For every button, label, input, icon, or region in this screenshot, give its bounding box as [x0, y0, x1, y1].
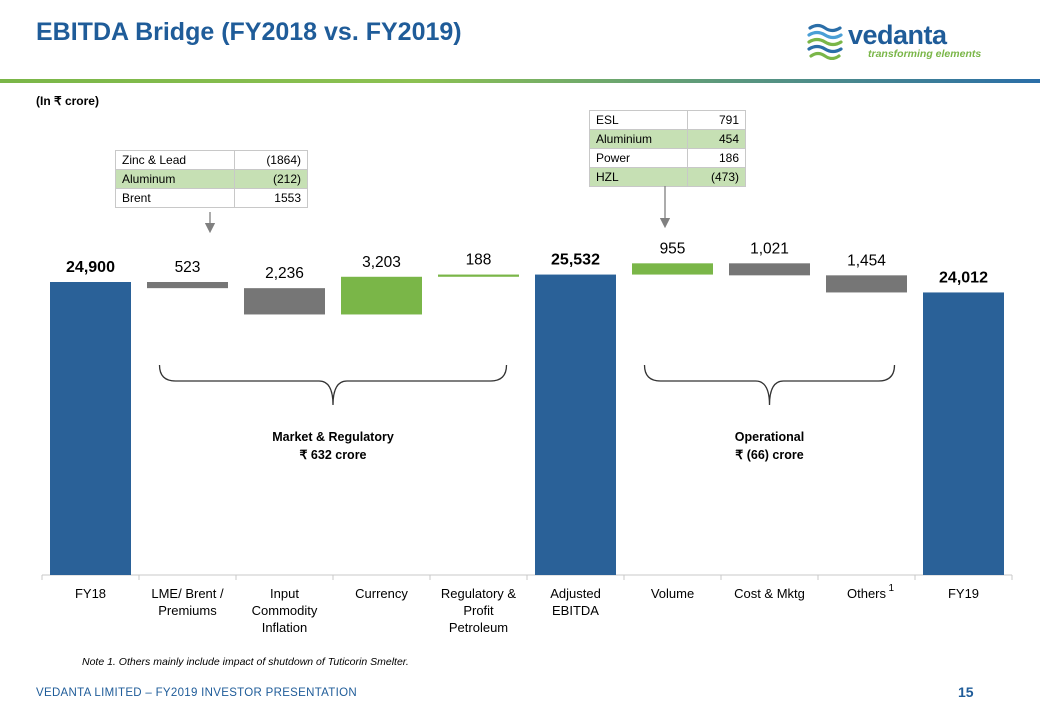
group-name: Market & Regulatory	[272, 430, 394, 444]
category-label: Currency	[355, 586, 408, 601]
category-label: FY19	[948, 586, 979, 601]
table-row: HZL (473)	[589, 167, 747, 187]
bar-value-label: 24,900	[66, 259, 115, 276]
table-row: Power 186	[589, 148, 747, 168]
category-label: EBITDA	[552, 603, 599, 618]
header-divider	[0, 79, 1040, 83]
bar-negative	[244, 288, 325, 315]
category-label: Volume	[651, 586, 694, 601]
table-row-label: Brent	[115, 188, 235, 208]
logo-wordmark: vedanta	[848, 20, 947, 50]
vedanta-logo: vedanta transforming elements	[806, 18, 986, 64]
group-brace	[643, 364, 896, 406]
bar-total	[50, 282, 131, 575]
market-breakdown-table: Zinc & Lead (1864) Aluminum (212) Brent 1553	[115, 150, 309, 208]
category-label: Commodity	[252, 603, 318, 618]
bar-negative	[147, 282, 228, 289]
bar-positive	[632, 263, 713, 275]
table-row-value: (473)	[686, 167, 747, 187]
group-name: Operational	[735, 430, 804, 444]
unit-label: (In ₹ crore)	[36, 94, 99, 108]
logo-tagline: transforming elements	[868, 48, 982, 60]
table-row-label: Aluminium	[589, 129, 688, 149]
footnote: Note 1. Others mainly include impact of …	[82, 656, 409, 668]
table-row-value: 791	[686, 110, 747, 130]
category-label: Premiums	[158, 603, 217, 618]
bar-value-label: 24,012	[939, 269, 988, 286]
category-label: Petroleum	[449, 620, 508, 635]
table-row: Brent 1553	[115, 188, 309, 208]
category-label: Others	[847, 586, 887, 601]
group-value: ₹ 632 crore	[299, 448, 366, 462]
vedanta-wave-logo-icon	[807, 23, 843, 60]
category-label: Adjusted	[550, 586, 601, 601]
table-row-value: 1553	[233, 188, 309, 208]
bar-positive	[438, 274, 519, 277]
category-label: Inflation	[262, 620, 308, 635]
category-label: Input	[270, 586, 299, 601]
table-row-label: HZL	[589, 167, 688, 187]
bar-value-label: 188	[466, 252, 492, 269]
bar-value-label: 955	[660, 240, 686, 257]
bar-negative	[729, 263, 810, 276]
bar-total	[535, 274, 616, 575]
table-row: Zinc & Lead (1864)	[115, 150, 309, 170]
table-row-value: (212)	[233, 169, 309, 189]
bar-value-label: 1,454	[847, 252, 886, 269]
bar-total	[923, 292, 1004, 575]
page-title: EBITDA Bridge (FY2018 vs. FY2019)	[36, 18, 462, 46]
footer-text: VEDANTA LIMITED – FY2019 INVESTOR PRESEN…	[36, 687, 357, 699]
table-row-label: Aluminum	[115, 169, 235, 189]
table-row: Aluminium 454	[589, 129, 747, 149]
bar-negative	[826, 275, 907, 293]
table-row-value: 186	[686, 148, 747, 168]
group-value: ₹ (66) crore	[735, 448, 803, 462]
category-superscript: 1	[889, 583, 895, 594]
category-label: FY18	[75, 586, 106, 601]
category-label: Cost & Mktg	[734, 586, 805, 601]
bar-value-label: 523	[175, 259, 201, 276]
operational-breakdown-table: ESL 791 Aluminium 454 Power 186 HZL (473)	[589, 110, 747, 187]
category-label: Regulatory &	[441, 586, 516, 601]
group-brace	[158, 364, 508, 406]
bar-positive	[341, 276, 422, 315]
bar-value-label: 2,236	[265, 265, 304, 282]
page-number: 15	[958, 684, 974, 700]
category-label: LME/ Brent /	[151, 586, 224, 601]
bar-value-label: 1,021	[750, 240, 789, 257]
category-label: Profit	[463, 603, 494, 618]
table-row: Aluminum (212)	[115, 169, 309, 189]
bar-value-label: 25,532	[551, 252, 600, 269]
bar-value-label: 3,203	[362, 254, 401, 271]
